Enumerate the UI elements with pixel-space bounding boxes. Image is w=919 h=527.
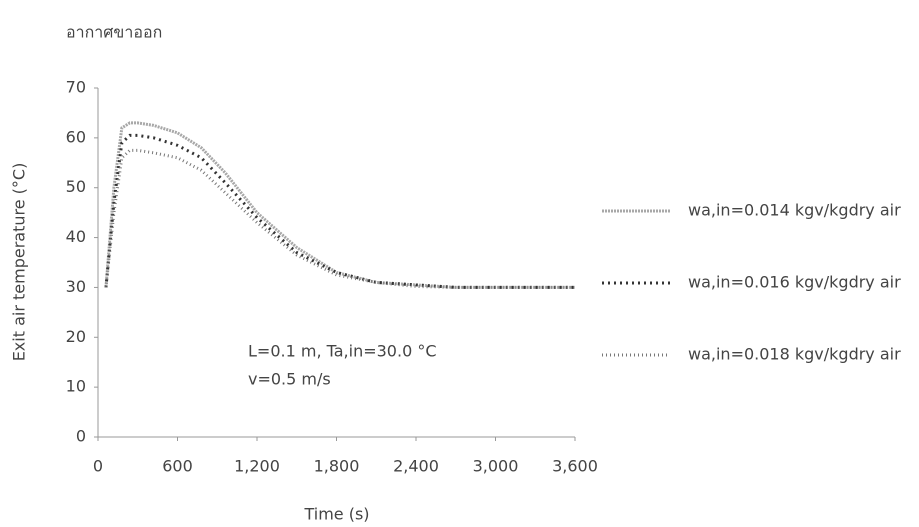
y-tick-label: 60 [66,127,86,146]
y-tick-label: 50 [66,177,86,196]
x-tick-label: 600 [162,457,193,476]
chart-title: อากาศขาออก [66,23,162,42]
series-line [104,121,575,289]
legend-label: wa,in=0.014 kgv/kgdry air [688,201,901,220]
legend-label: wa,in=0.018 kgv/kgdry air [688,345,901,364]
legend-label: wa,in=0.016 kgv/kgdry air [688,273,901,292]
x-tick-label: 1,800 [314,457,360,476]
y-tick-label: 40 [66,227,86,246]
y-tick-label: 10 [66,377,86,396]
y-tick-label: 70 [66,78,86,97]
annotation: v=0.5 m/s [248,370,331,389]
y-tick-label: 30 [66,277,86,296]
y-tick-label: 0 [76,427,86,446]
x-tick-label: 3,000 [473,457,519,476]
x-tick-label: 3,600 [552,457,598,476]
annotation: L=0.1 m, Ta,in=30.0 °C [248,342,437,361]
y-axis-label: Exit air temperature (°C) [10,163,29,362]
y-tick-label: 20 [66,327,86,346]
x-tick-label: 0 [93,457,103,476]
x-tick-label: 2,400 [393,457,439,476]
x-axis-label: Time (s) [303,505,369,524]
series-line [104,148,575,289]
x-tick-label: 1,200 [234,457,280,476]
